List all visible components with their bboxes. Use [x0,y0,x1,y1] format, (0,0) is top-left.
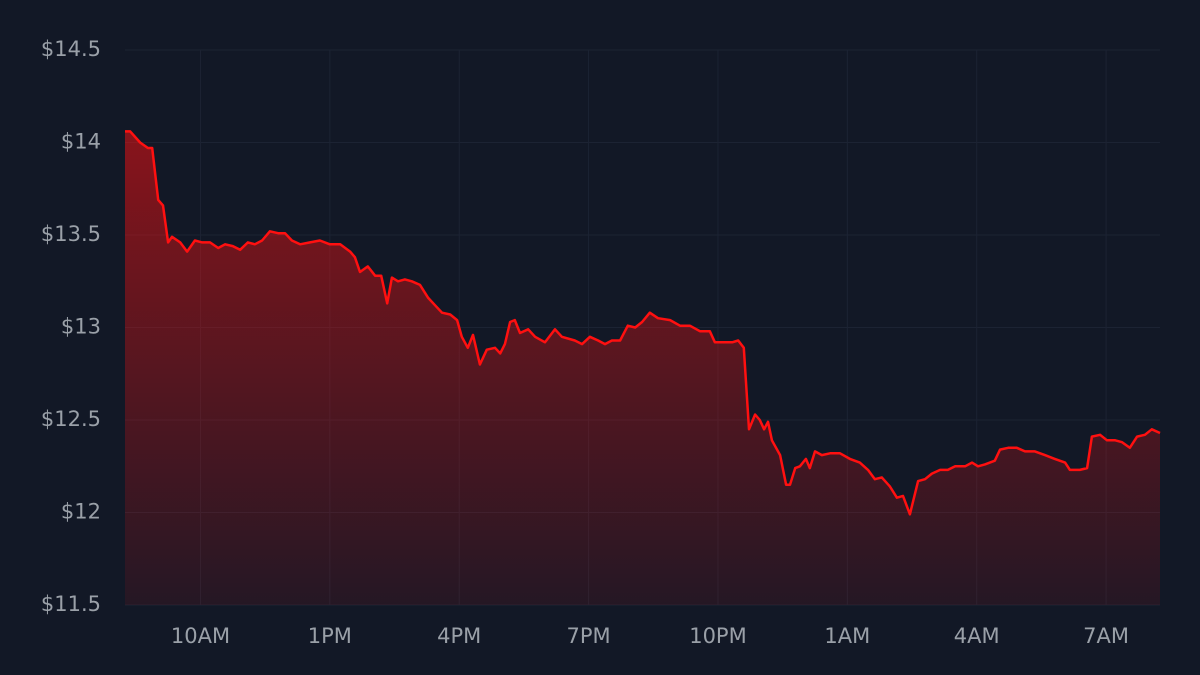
y-tick-label: $14.5 [41,37,101,61]
y-tick-label: $12.5 [41,407,101,431]
y-tick-label: $14 [61,130,101,154]
x-tick-label: 1AM [824,624,870,648]
x-tick-label: 7AM [1083,624,1129,648]
area-fill [125,131,1160,605]
y-tick-label: $13.5 [41,222,101,246]
x-tick-label: 1PM [308,624,352,648]
x-tick-label: 7PM [567,624,611,648]
x-tick-label: 4AM [954,624,1000,648]
y-tick-label: $13 [61,315,101,339]
price-line [125,130,1161,516]
y-tick-label: $12 [61,500,101,524]
x-tick-label: 4PM [437,624,481,648]
x-tick-label: 10AM [171,624,230,648]
x-tick-label: 10PM [689,624,747,648]
y-tick-label: $11.5 [41,592,101,616]
